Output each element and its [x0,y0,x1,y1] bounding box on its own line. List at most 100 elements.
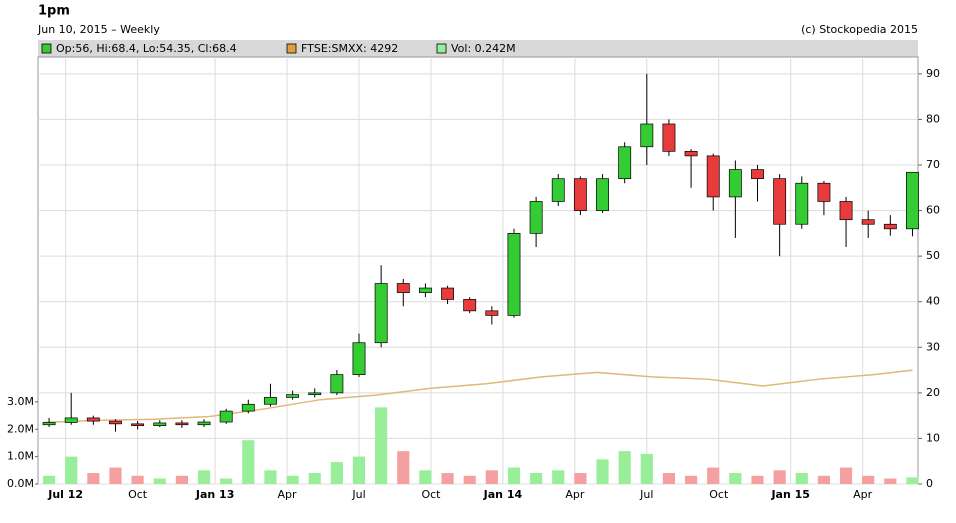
volume-bar [684,475,698,484]
x-tick-label: Jul 12 [47,488,83,501]
candle-body [374,283,388,344]
candle-body [839,201,853,221]
candle-body [684,150,698,157]
y-tick-label: 30 [926,340,940,353]
legend-swatch [41,43,52,54]
volume-bar [419,470,432,484]
volume-bar [530,473,543,484]
volume-bar [618,451,631,484]
candle-body [662,123,676,152]
candle-body [529,201,543,234]
volume-bar [87,473,100,484]
candle-body [618,146,632,180]
x-tick-label: Jan 14 [483,488,523,501]
volume-bar [707,467,720,484]
volume-bar [220,478,233,484]
candle-body [640,123,654,148]
volume-bar [906,477,919,484]
volume-bar [175,475,188,484]
candle-body [751,169,764,180]
volume-bar [839,467,853,484]
volume-bar [441,473,454,484]
volume-bar [197,470,211,484]
candle-body [773,178,787,225]
y-tick-label: 10 [926,431,940,444]
y2-tick-label: 3.0M [7,395,34,408]
y2-tick-label: 1.0M [7,450,34,463]
candle-body [64,417,78,423]
volume-bar [662,473,676,484]
volume-bar [375,407,388,484]
index-line [43,369,913,424]
candle-body [485,310,499,316]
candle-body [86,417,100,422]
legend-bar [38,40,918,57]
volume-bar [397,451,410,484]
candle-body [131,423,145,427]
legend-label: FTSE:SMXX: 4292 [301,42,398,55]
y-tick-label: 80 [926,112,940,125]
y-tick-label: 70 [926,158,940,171]
candle-body [308,392,322,396]
legend-swatch [286,43,297,54]
subtitle: Jun 10, 2015 – Weekly [37,23,160,36]
x-tick-label: Jan 13 [195,488,234,501]
x-tick-label: Jul [351,488,365,501]
volume-bar [65,456,78,484]
volume-bar [308,473,321,484]
legend-label: Vol: 0.242M [451,42,516,55]
volume-bar [596,459,609,484]
legend-swatch [436,43,447,54]
y-tick-label: 50 [926,249,940,262]
volume-bar [485,470,498,484]
volume-bar [109,467,122,484]
candle-body [219,410,233,423]
volume-bar [773,470,786,484]
volume-bar [751,475,764,484]
candle-body [883,223,897,230]
candle-body [175,422,189,426]
legend-label: Op:56, Hi:68.4, Lo:54.35, Cl:68.4 [56,42,237,55]
candle-body [286,394,300,398]
volume-bar [640,453,653,484]
volume-bar [242,440,255,484]
volume-bar [729,473,742,484]
volume-bar [574,473,587,484]
volume-bar [352,456,366,484]
candle-body [861,219,875,225]
y-tick-label: 60 [926,204,940,217]
x-tick-label: Oct [128,488,148,501]
x-tick-label: Jul [639,488,653,501]
volume-bar [286,475,299,484]
volume-bar [131,475,144,484]
y-tick-label: 40 [926,295,940,308]
y-tick-label: 0 [926,477,933,490]
x-tick-label: Oct [421,488,441,501]
volume-bar [42,475,56,484]
volume-bar [862,475,875,484]
chart-title: 1pm [38,4,70,19]
volume-bar [153,478,166,484]
volume-bar [795,473,808,484]
candle-body [463,299,477,312]
credit: (c) Stockopedia 2015 [801,23,918,36]
x-tick-label: Apr [278,488,298,501]
y2-tick-label: 2.0M [7,422,34,435]
candle-body [596,178,609,211]
volume-bar [552,470,565,484]
candle-body [551,178,565,202]
candle-body [418,287,432,293]
candle-body [197,421,211,426]
candle-body [109,420,122,425]
candle-body [706,155,720,198]
candle-body [507,233,521,316]
y-tick-label: 20 [926,386,940,399]
y2-tick-label: 0.0M [7,477,34,490]
volume-bar [884,478,897,484]
y-tick-label: 90 [926,67,940,80]
x-tick-label: Apr [565,488,585,501]
volume-bar [463,475,476,484]
candle-body [42,422,56,426]
volume-bar [330,462,343,484]
